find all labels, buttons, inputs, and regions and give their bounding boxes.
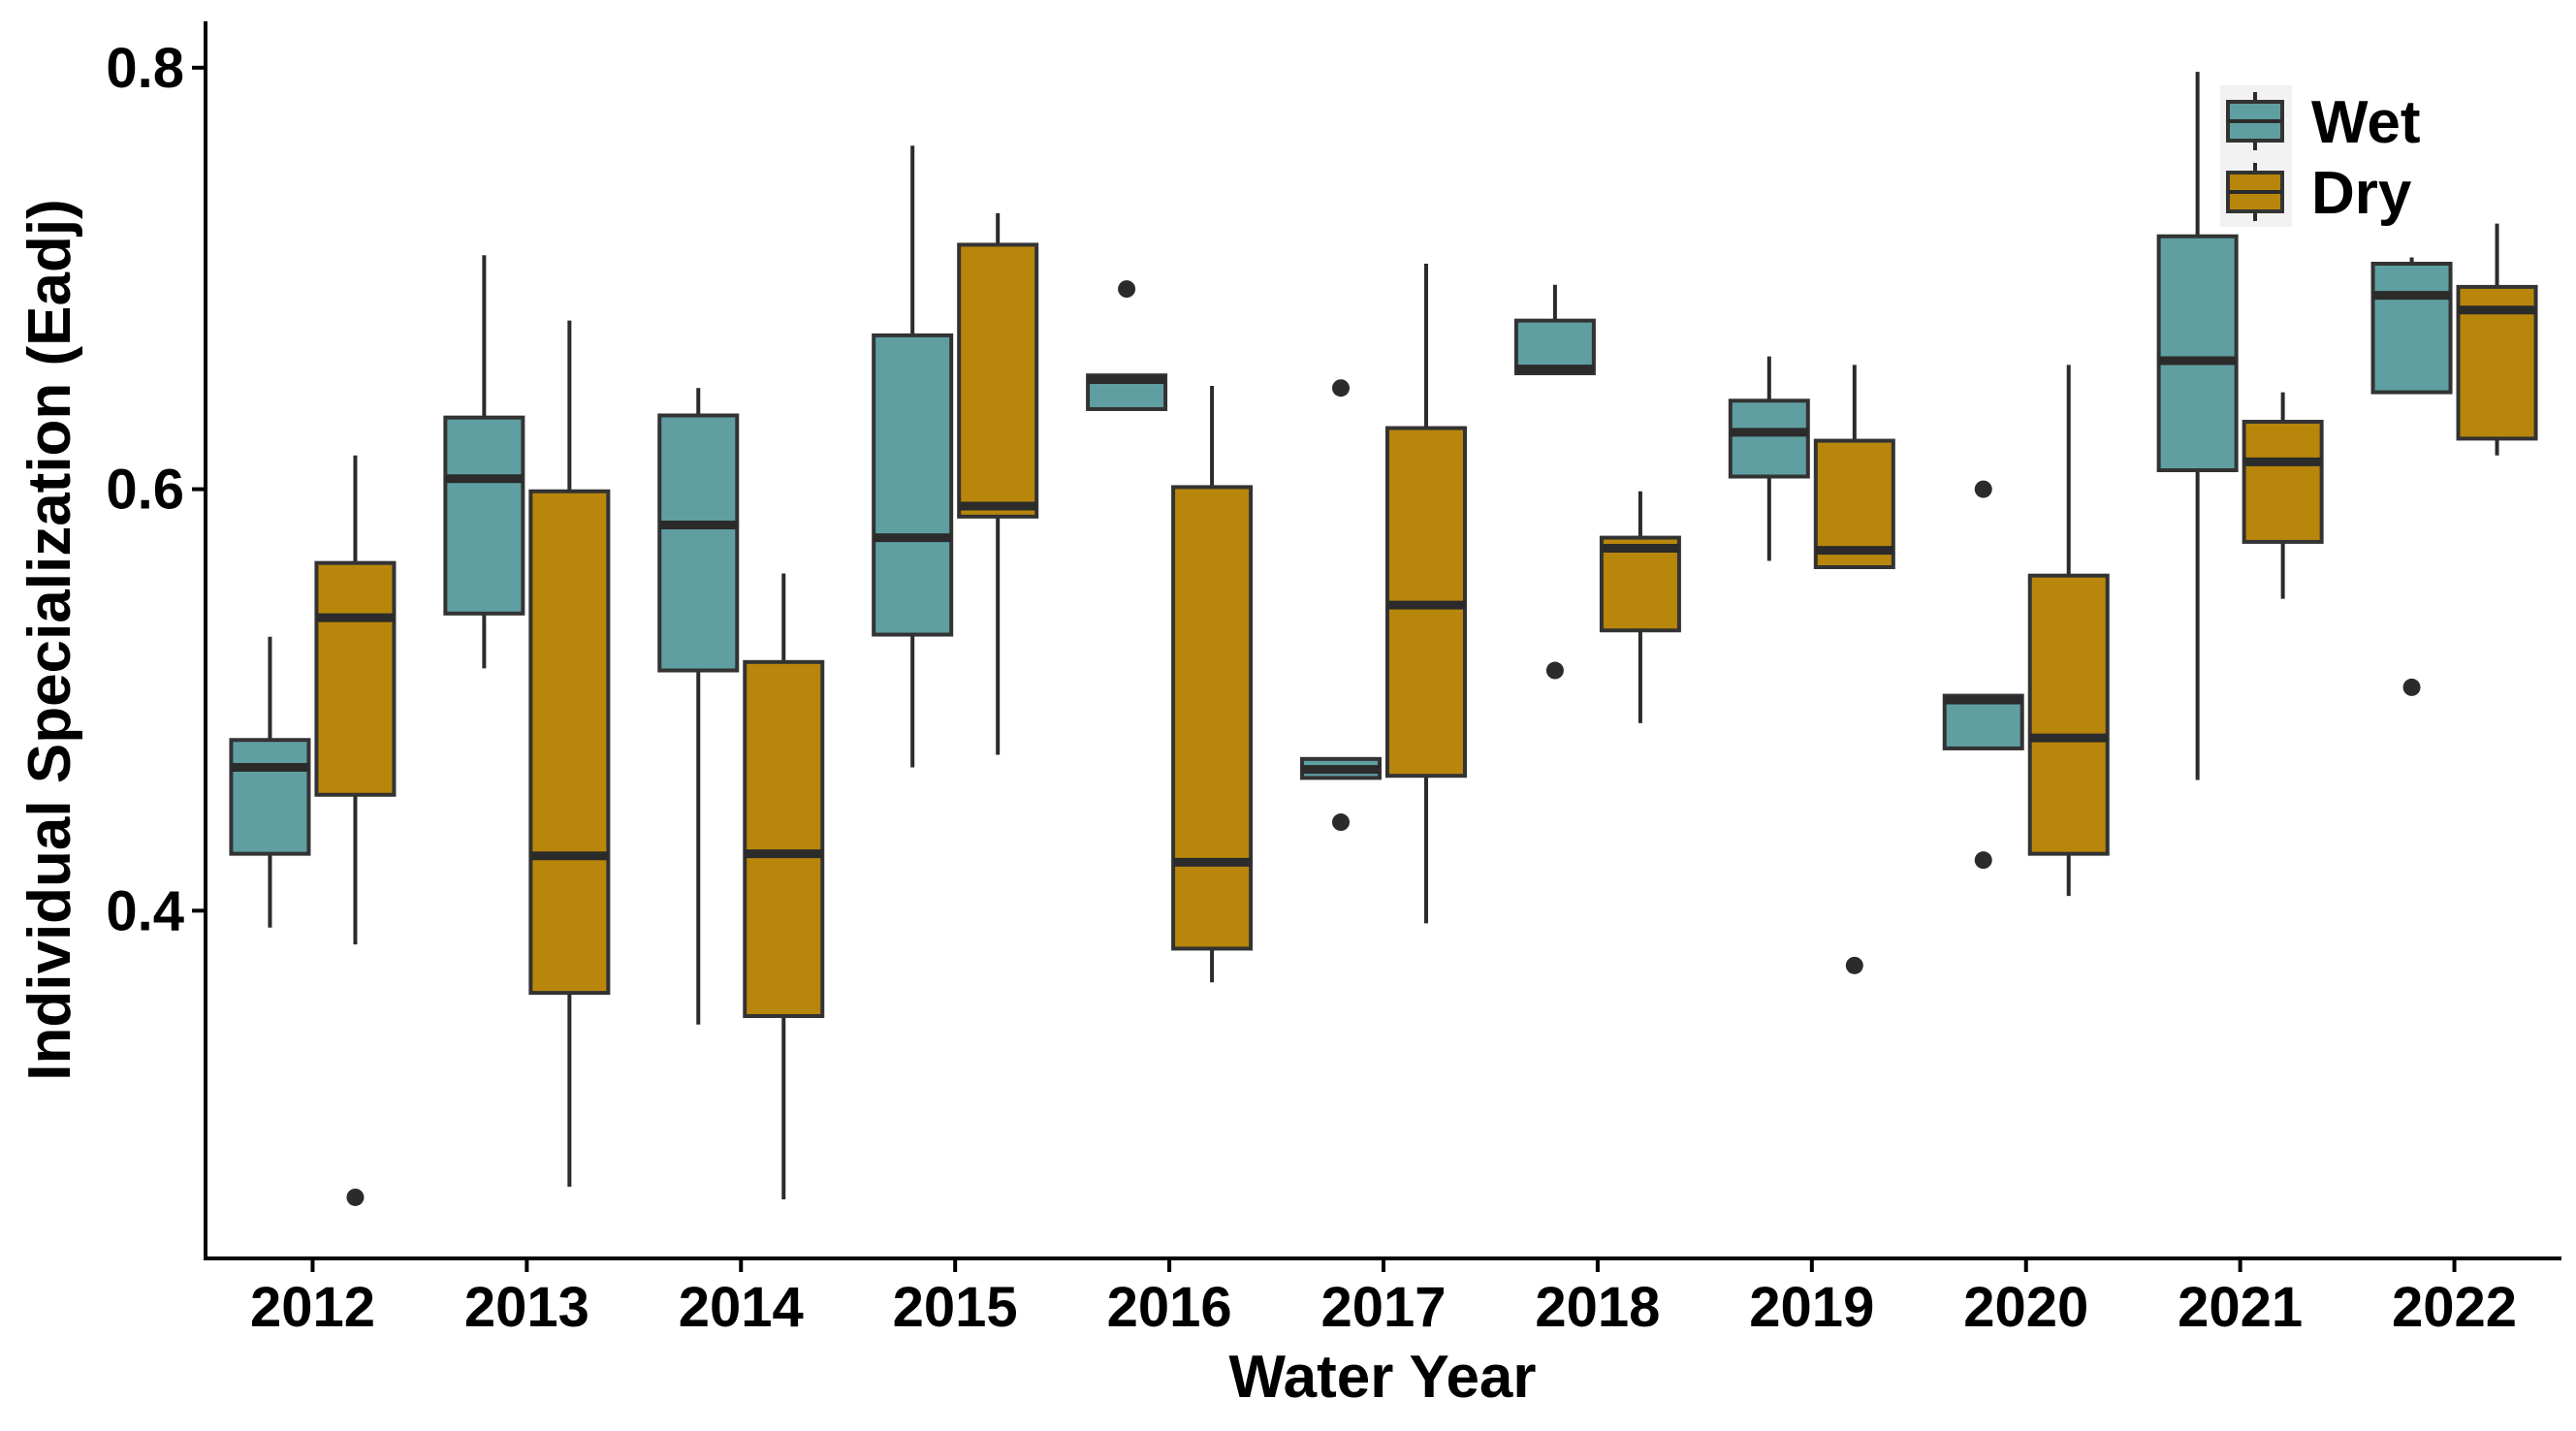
legend-item-wet: Wet [2226,89,2421,156]
x-tick-label: 2018 [1535,1276,1660,1339]
box-wet-2020 [1942,480,2024,870]
box-dry-2019 [1813,365,1895,974]
box-wet-2022 [2370,257,2453,696]
box-dry-2016 [1171,386,1254,983]
outlier-point [1974,480,1992,498]
box-dry-2012 [314,455,397,1206]
legend-label: Wet [2311,89,2421,156]
outlier-point [1974,851,1992,870]
box-dry-2021 [2242,392,2324,599]
box-wet-2013 [443,255,525,669]
box-body [229,738,311,856]
x-tick-label: 2021 [2178,1276,2303,1339]
outlier-point [1332,379,1350,398]
box-wet-2016 [1086,280,1168,411]
y-axis-title: Individual Specialization (Eadj) [16,199,83,1080]
y-tick-label: 0.8 [106,37,184,100]
y-tick-label: 0.4 [106,879,184,942]
y-tick-label: 0.6 [106,459,184,522]
x-tick-label: 2014 [679,1276,804,1339]
outlier-point [1332,813,1350,832]
box-body [2156,234,2239,473]
box-wet-2017 [1300,379,1382,832]
x-tick-label: 2020 [1963,1276,2088,1339]
x-tick-label: 2017 [1320,1276,1446,1339]
x-tick-label: 2013 [464,1276,589,1339]
box-body [2370,261,2453,395]
box-body [443,415,525,616]
x-tick-label: 2019 [1749,1276,1874,1339]
box-dry-2018 [1599,491,1681,723]
box-dry-2017 [1385,263,1467,924]
box-dry-2022 [2456,223,2538,456]
box-wet-2014 [657,388,740,1025]
axis-ticks: 0.4 0.6 0.8 2012 2013 2014 2015 2016 2017 2018 201… [106,37,2517,1339]
box-body [957,242,1039,519]
x-tick-label: 2012 [250,1276,375,1339]
plot-area [229,72,2538,1206]
box-body [1599,535,1681,633]
box-body [1171,485,1254,951]
x-tick-label: 2016 [1107,1276,1232,1339]
outlier-point [2402,678,2421,696]
box-body [314,560,397,797]
box-dry-2020 [2027,365,2110,897]
box-body [528,489,611,996]
outlier-point [1118,280,1136,299]
box-wet-2021 [2156,72,2239,780]
legend-item-dry: Dry [2226,160,2412,227]
outlier-point [1845,956,1863,974]
box-wet-2012 [229,636,311,928]
x-tick-label: 2022 [2392,1276,2517,1339]
box-body [2242,420,2324,544]
x-axis-title: Water Year [1228,1344,1536,1411]
box-body [872,333,954,637]
box-dry-2013 [528,320,611,1188]
outlier-point [1545,661,1564,680]
legend-label: Dry [2311,160,2412,227]
box-wet-2015 [872,145,954,768]
box-dry-2015 [957,212,1039,755]
box-wet-2019 [1728,356,1810,561]
box-body [2027,573,2110,856]
box-body [657,413,740,673]
box-dry-2014 [743,573,825,1200]
box-wet-2018 [1513,284,1596,680]
x-tick-label: 2015 [893,1276,1018,1339]
outlier-point [346,1188,365,1206]
box-body [1728,398,1810,479]
box-body [743,659,825,1019]
